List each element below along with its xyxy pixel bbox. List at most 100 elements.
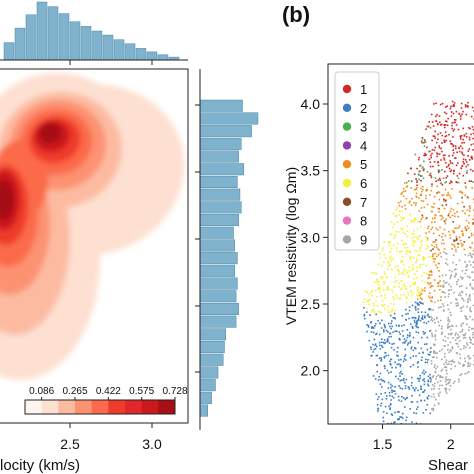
scatter-point: [472, 253, 474, 256]
scatter-point: [414, 249, 416, 252]
scatter-point: [405, 308, 407, 311]
scatter-point: [444, 366, 446, 369]
scatter-point: [407, 293, 410, 296]
scatter-point: [467, 254, 470, 257]
scatter-point: [448, 351, 450, 354]
scatter-point: [383, 339, 386, 341]
scatter-point: [465, 269, 468, 271]
scatter-point: [443, 198, 445, 201]
scatter-point: [433, 404, 436, 407]
scatter-point: [467, 164, 469, 166]
scatter-point: [465, 293, 467, 296]
scatter-point: [414, 281, 416, 284]
scatter-point: [396, 351, 398, 353]
histogram-bar: [199, 201, 242, 214]
scatter-point: [433, 149, 436, 152]
scatter-point: [422, 256, 424, 258]
scatter-point: [470, 255, 473, 258]
scatter-point: [450, 115, 453, 117]
scatter-point: [392, 331, 394, 334]
scatter-point: [436, 356, 438, 359]
scatter-point: [412, 292, 415, 295]
scatter-point: [421, 289, 424, 292]
scatter-point: [464, 332, 467, 335]
scatter-point: [380, 338, 383, 340]
scatter-point: [460, 242, 463, 245]
scatter-point: [366, 311, 368, 313]
scatter-point: [457, 242, 459, 245]
scatter-point: [444, 345, 446, 347]
scatter-point: [390, 327, 392, 330]
scatter-point: [373, 348, 375, 351]
scatter-point: [403, 293, 405, 296]
scatter-point: [393, 303, 395, 305]
scatter-point: [387, 285, 389, 288]
scatter-point: [460, 107, 463, 109]
scatter-point: [387, 261, 389, 263]
scatter-point: [397, 269, 399, 271]
scatter-point: [461, 147, 464, 150]
scatter-point: [420, 293, 423, 295]
scatter-point: [449, 140, 452, 142]
scatter-point: [427, 313, 430, 316]
scatter-point: [437, 133, 439, 136]
scatter-point: [439, 252, 441, 254]
scatter-point: [449, 170, 452, 173]
scatter-point: [460, 325, 462, 327]
scatter-point: [431, 185, 433, 188]
scatter-point: [413, 202, 415, 204]
scatter-point: [458, 285, 461, 288]
scatter-point: [390, 358, 393, 361]
scatter-point: [412, 278, 415, 280]
scatter-point: [393, 421, 395, 424]
scatter-point: [401, 429, 403, 431]
scatter-point: [472, 343, 474, 346]
scatter-point: [418, 234, 421, 237]
scatter-point: [416, 326, 418, 328]
scatter-point: [402, 187, 405, 190]
histogram-bar: [102, 34, 114, 61]
scatter-point: [445, 258, 448, 261]
scatter-point: [412, 355, 414, 357]
scatter-point: [468, 214, 470, 217]
scatter-point: [460, 102, 463, 105]
histogram-bar: [199, 315, 237, 328]
scatter-point: [406, 336, 409, 339]
scatter-point: [467, 363, 469, 365]
scatter-point: [462, 160, 464, 163]
scatter-point: [391, 289, 393, 291]
scatter-point: [404, 354, 407, 356]
scatter-point: [433, 352, 435, 354]
scatter-point: [395, 230, 398, 233]
scatter-point: [405, 397, 408, 400]
y-tick-label: 3.0: [301, 229, 321, 245]
histogram-bar: [199, 341, 225, 354]
y-tick-label: 2.0: [301, 363, 321, 379]
scatter-point: [410, 180, 413, 183]
scatter-point: [406, 344, 409, 346]
scatter-point: [432, 375, 435, 377]
scatter-point: [446, 372, 448, 375]
scatter-point: [430, 360, 433, 362]
scatter-point: [430, 270, 432, 272]
scatter-point: [406, 246, 409, 249]
histogram-bar: [3, 42, 15, 61]
scatter-point: [424, 361, 427, 364]
scatter-point: [370, 291, 373, 293]
scatter-point: [443, 126, 446, 129]
scatter-point: [419, 374, 421, 377]
colorbar-cell: [75, 400, 93, 414]
scatter-point: [438, 388, 440, 390]
scatter-point: [397, 425, 399, 427]
scatter-point: [375, 333, 377, 336]
scatter-point: [366, 307, 368, 310]
scatter-point: [388, 342, 391, 344]
scatter-point: [464, 212, 466, 215]
legend-label: 9: [360, 232, 367, 247]
scatter-point: [401, 314, 404, 317]
scatter-point: [409, 270, 412, 272]
scatter-point: [464, 104, 467, 106]
scatter-point: [390, 346, 393, 349]
scatter-point: [391, 320, 393, 322]
scatter-point: [416, 266, 419, 269]
